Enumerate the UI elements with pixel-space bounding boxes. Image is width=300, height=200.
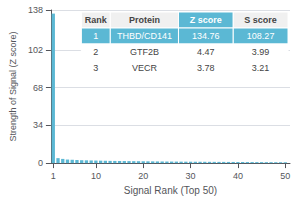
svg-text:Rank: Rank xyxy=(85,15,108,25)
svg-text:40: 40 xyxy=(233,171,243,181)
svg-text:30: 30 xyxy=(186,171,196,181)
svg-text:4.47: 4.47 xyxy=(197,47,215,57)
svg-text:Strength of Signal (Z score): Strength of Signal (Z score) xyxy=(8,32,18,142)
svg-text:108.27: 108.27 xyxy=(247,31,275,41)
svg-text:20: 20 xyxy=(138,171,148,181)
svg-text:102: 102 xyxy=(28,45,43,55)
svg-text:Protein: Protein xyxy=(129,15,160,25)
svg-text:3.21: 3.21 xyxy=(252,63,270,73)
svg-text:3.78: 3.78 xyxy=(197,63,215,73)
svg-text:Z score: Z score xyxy=(190,15,222,25)
svg-text:3: 3 xyxy=(93,63,98,73)
svg-text:50: 50 xyxy=(280,171,290,181)
svg-text:1: 1 xyxy=(51,171,56,181)
svg-text:10: 10 xyxy=(91,171,101,181)
svg-text:Signal Rank (Top 50): Signal Rank (Top 50) xyxy=(124,185,217,196)
svg-text:VECR: VECR xyxy=(132,63,158,73)
svg-text:THBD/CD141: THBD/CD141 xyxy=(117,31,172,41)
svg-text:134.76: 134.76 xyxy=(192,31,220,41)
svg-text:3.99: 3.99 xyxy=(252,47,270,57)
svg-text:1: 1 xyxy=(93,31,98,41)
svg-text:S score: S score xyxy=(244,15,277,25)
svg-text:GTF2B: GTF2B xyxy=(130,47,159,57)
svg-text:2: 2 xyxy=(93,47,98,57)
svg-text:34: 34 xyxy=(33,120,43,130)
svg-text:68: 68 xyxy=(33,83,43,93)
svg-text:138: 138 xyxy=(28,5,43,15)
svg-text:0: 0 xyxy=(38,158,43,168)
